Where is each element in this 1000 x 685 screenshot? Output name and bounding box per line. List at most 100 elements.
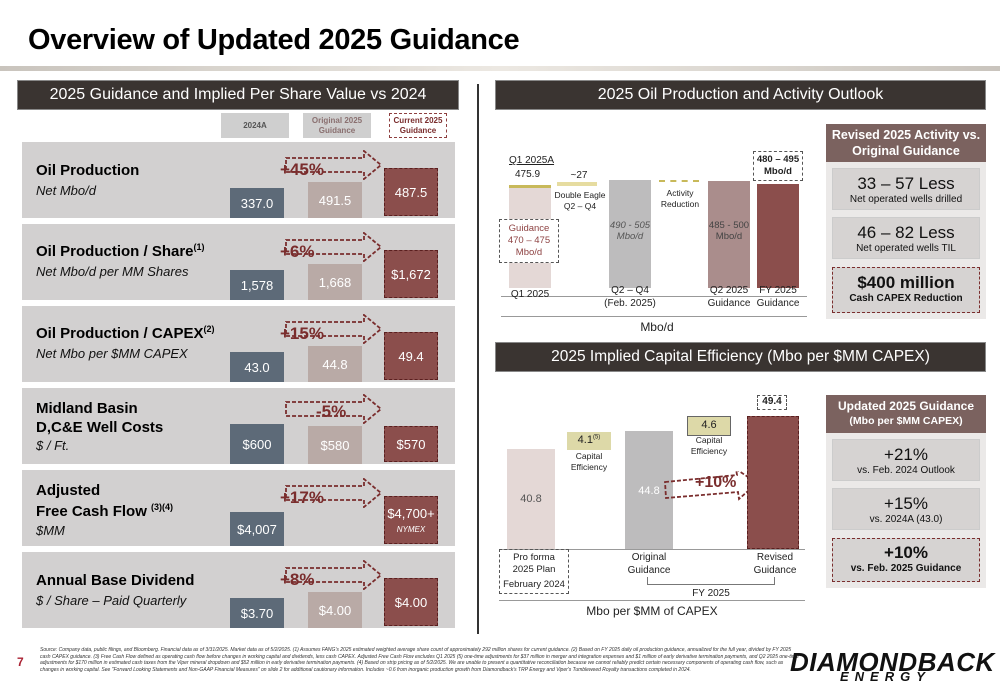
chevron-arrow-icon [285, 150, 383, 180]
value-2024a: 1,578 [230, 270, 284, 300]
x-label-original: Original Guidance [627, 552, 671, 576]
activity-box-capex: $400 million Cash CAPEX Reduction [832, 267, 980, 313]
updated-box-2: +15% vs. 2024A (43.0) [832, 488, 980, 530]
efficiency-pct: +10% [695, 474, 737, 491]
row-title: Oil Production [36, 162, 140, 179]
chevron-arrow-icon [285, 560, 383, 590]
value-2024a: 43.0 [230, 352, 284, 382]
q2q4-bar [609, 180, 651, 288]
q2-guidance-bar [708, 181, 750, 288]
value-current: $570 [384, 426, 438, 462]
row-subtitle: $MM [36, 523, 65, 538]
title-rule [0, 66, 1000, 71]
value-2024a: $600 [230, 424, 284, 464]
updated-box-1: +21% vs. Feb. 2024 Outlook [832, 439, 980, 481]
column-header-current: Current 2025 Guidance [389, 113, 447, 138]
axis-title: Mbo per $MM of CAPEX [586, 604, 718, 618]
value-2024a: $3.70 [230, 598, 284, 628]
value-current: 49.4 [384, 332, 438, 380]
activity-caption: Net operated wells drilled [849, 194, 963, 205]
capital-efficiency-chart: 40.8 4.1(5) Capital Efficiency 44.8 4.6 … [497, 385, 815, 625]
updated-caption: vs. Feb. 2024 Outlook [857, 465, 955, 476]
updated-caption: vs. 2024A (43.0) [869, 514, 943, 525]
x-axis-line [499, 549, 805, 550]
revised-bar [747, 416, 799, 549]
metric-row-oil-per-share: Oil Production / Share(1) Net Mbo/d per … [22, 224, 455, 300]
row-subtitle: Net Mbo/d [36, 183, 96, 198]
fy-guidance-bar [757, 184, 799, 288]
pct-change: +15% [280, 324, 324, 343]
chevron-arrow-icon [285, 394, 383, 424]
pct-change: +45% [280, 160, 324, 179]
oil-production-chart: Q1 2025A 475.9 Guidance 470 – 475 Mbo/d … [497, 115, 815, 340]
row-subtitle: $ / Ft. [36, 438, 70, 453]
double-eagle-bar [557, 182, 597, 186]
activity-panel: Revised 2025 Activity vs. Original Guida… [826, 124, 986, 319]
axis-rule [501, 316, 807, 317]
axis-rule [499, 600, 805, 601]
value-2024a: $4,007 [230, 512, 284, 546]
value-current: $4,700+ NYMEX [384, 496, 438, 544]
updated-box-3: +10% vs. Feb. 2025 Guidance [832, 538, 980, 582]
cap-eff-2-value: 4.6 [687, 416, 731, 436]
updated-value: +15% [884, 494, 928, 513]
activity-box-til: 46 – 82 Less Net operated wells TIL [832, 217, 980, 259]
cap-eff-2-label: Capital Efficiency [690, 435, 728, 456]
row-subtitle: $ / Share – Paid Quarterly [36, 593, 187, 608]
value-original: 491.5 [308, 182, 362, 218]
x-label-pro-forma: Pro forma 2025 Plan February 2024 [499, 549, 569, 594]
updated-caption: vs. Feb. 2025 Guidance [850, 563, 962, 574]
activity-value: 46 – 82 Less [857, 223, 955, 242]
pct-change: -5% [316, 402, 347, 421]
activity-reduction-label: Activity Reduction [660, 188, 700, 209]
metric-row-dividend: Annual Base Dividend $ / Share – Paid Qu… [22, 552, 455, 628]
fy-bracket [647, 577, 775, 585]
right-section-header: 2025 Oil Production and Activity Outlook [495, 80, 986, 110]
pct-change: +6% [280, 242, 315, 261]
x-label-revised: Revised Guidance [753, 552, 797, 576]
activity-reduction-marker [659, 180, 699, 182]
diamondback-logo: DIAMONDBACK [790, 647, 995, 677]
updated-value: +10% [884, 543, 928, 562]
q2-guidance-bar-label: 485 - 500 Mbo/d [708, 220, 750, 242]
pro-forma-bar [507, 449, 555, 549]
q1-actual-marker [509, 185, 551, 188]
updated-value: +21% [884, 445, 928, 464]
activity-box-drilled: 33 – 57 Less Net operated wells drilled [832, 168, 980, 210]
q2q4-bar-label: 490 - 505 Mbo/d [609, 220, 651, 242]
activity-value: $400 million [857, 273, 955, 292]
row-subtitle: Net Mbo per $MM CAPEX [36, 346, 188, 361]
x-label-fy-guidance: FY 2025 Guidance [756, 285, 800, 309]
column-header-2024a: 2024A [221, 113, 289, 138]
diamondback-logo-subtext: ENERGY [840, 669, 931, 684]
row-subtitle: Net Mbo/d per MM Shares [36, 264, 189, 279]
page-number: 7 [17, 655, 24, 669]
metric-row-well-costs: Midland Basin D,C&E Well Costs $ / Ft. -… [22, 388, 455, 464]
value-original: 1,668 [308, 264, 362, 300]
row-title: Midland Basin [36, 400, 138, 417]
value-2024a: 337.0 [230, 188, 284, 218]
row-title: Oil Production / CAPEX(2) [36, 324, 215, 342]
activity-panel-header: Revised 2025 Activity vs. Original Guida… [826, 124, 986, 162]
value-current: $4.00 [384, 578, 438, 626]
metric-row-free-cash-flow: Adjusted Free Cash Flow (3)(4) $MM +17% … [22, 470, 455, 546]
vertical-divider [477, 84, 479, 634]
value-original: $4.00 [308, 592, 362, 628]
cap-eff-1-label: Capital Efficiency [570, 451, 608, 472]
pct-change: +17% [280, 488, 324, 507]
double-eagle-label: Double Eagle Q2 – Q4 [554, 190, 606, 211]
row-title: Annual Base Dividend [36, 572, 195, 589]
activity-value: 33 – 57 Less [857, 174, 955, 193]
axis-title: Mbo/d [640, 320, 674, 334]
guidance-box: Guidance 470 – 475 Mbo/d [499, 219, 559, 263]
x-label-q1: Q1 2025 [510, 289, 550, 300]
value-current: 487.5 [384, 168, 438, 216]
pro-forma-value: 40.8 [520, 493, 542, 505]
q1-actual-value: 475.9 [515, 169, 541, 180]
x-label-q2q4: Q2 – Q4 (Feb. 2025) [604, 285, 656, 309]
original-value: 44.8 [638, 485, 660, 497]
double-eagle-value: ~27 [570, 170, 588, 181]
metric-row-oil-production: Oil Production Net Mbo/d +45% 337.0 491.… [22, 142, 455, 218]
activity-caption: Net operated wells TIL [856, 243, 956, 254]
value-current: $1,672 [384, 250, 438, 298]
